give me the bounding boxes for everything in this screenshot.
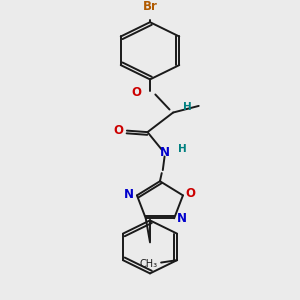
Text: H: H [178,144,187,154]
Text: N: N [160,146,170,159]
Text: N: N [177,212,187,225]
Text: Br: Br [143,0,158,13]
Text: O: O [186,188,196,200]
Text: N: N [124,188,134,201]
Text: O: O [131,85,142,99]
Text: O: O [113,124,123,137]
Text: H: H [183,102,192,112]
Text: CH₃: CH₃ [140,260,158,269]
